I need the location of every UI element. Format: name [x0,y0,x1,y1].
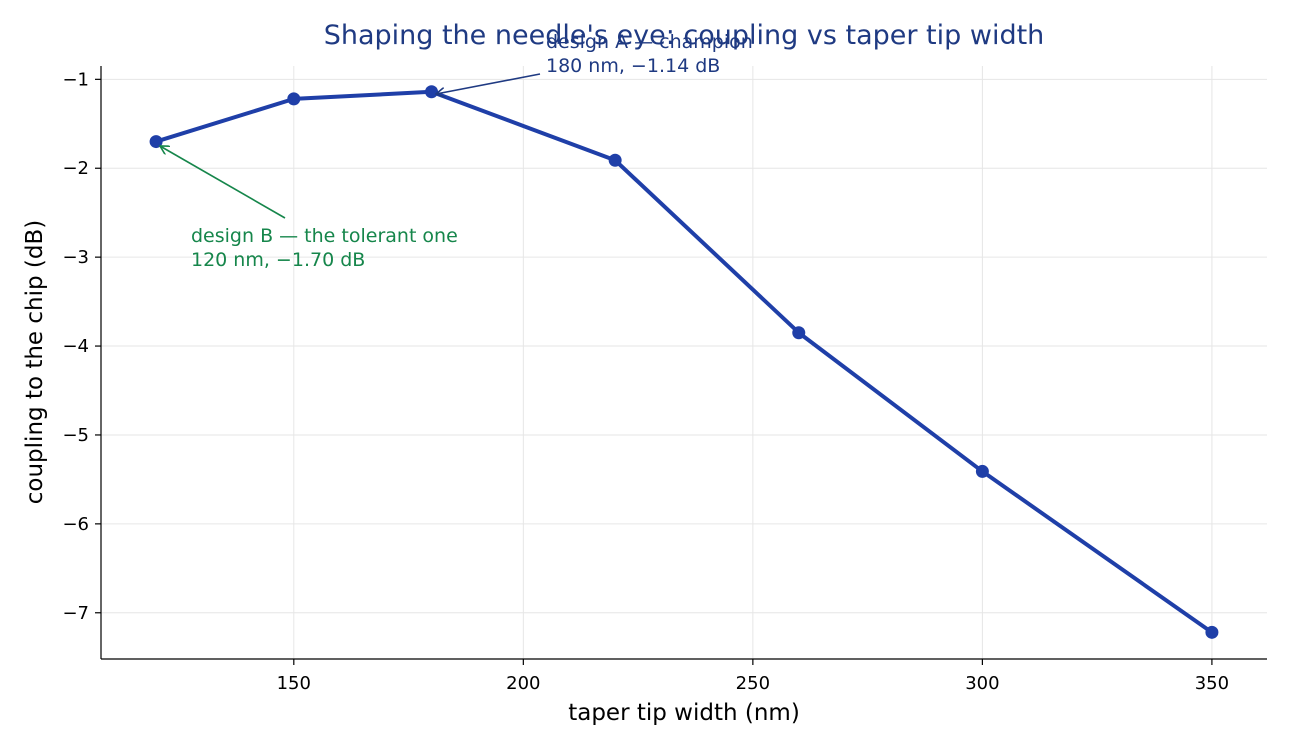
data-point [287,92,301,106]
y-tick-label: −3 [62,247,89,268]
x-tick-label: 200 [506,673,540,694]
annotation-a-line1: design A — champion [546,31,753,53]
x-tick-label: 150 [277,673,311,694]
x-tick-label: 350 [1195,673,1229,694]
annotation-a-line2: 180 nm, −1.14 dB [546,55,720,77]
data-point [1205,625,1219,639]
data-point [975,464,989,478]
y-tick-label: −2 [62,158,89,179]
y-axis-label: coupling to the chip (dB) [22,220,48,504]
x-axis-label: taper tip width (nm) [568,700,800,726]
y-tick-label: −1 [62,69,89,90]
annotation-b-arrow [160,146,286,219]
data-point [149,135,163,149]
x-ticks: 150 200 250 300 350 [277,659,1229,694]
annotation-a-arrow [436,73,541,94]
y-tick-label: −6 [62,514,89,535]
series-line [155,89,1214,634]
y-tick-label: −5 [62,425,89,446]
data-point [792,326,806,340]
grid [101,66,1267,659]
annotation-b-line1: design B — the tolerant one [191,225,458,247]
annotation-b-line2: 120 nm, −1.70 dB [191,249,365,271]
y-tick-label: −7 [62,603,89,624]
y-ticks: −1 −2 −3 −4 −5 −6 −7 [62,69,101,624]
data-point [608,153,622,167]
x-tick-label: 300 [965,673,999,694]
chart-title: Shaping the needle's eye: coupling vs ta… [324,20,1045,51]
x-tick-label: 250 [736,673,770,694]
series [149,85,1219,639]
data-point [425,85,439,99]
y-tick-label: −4 [62,336,89,357]
